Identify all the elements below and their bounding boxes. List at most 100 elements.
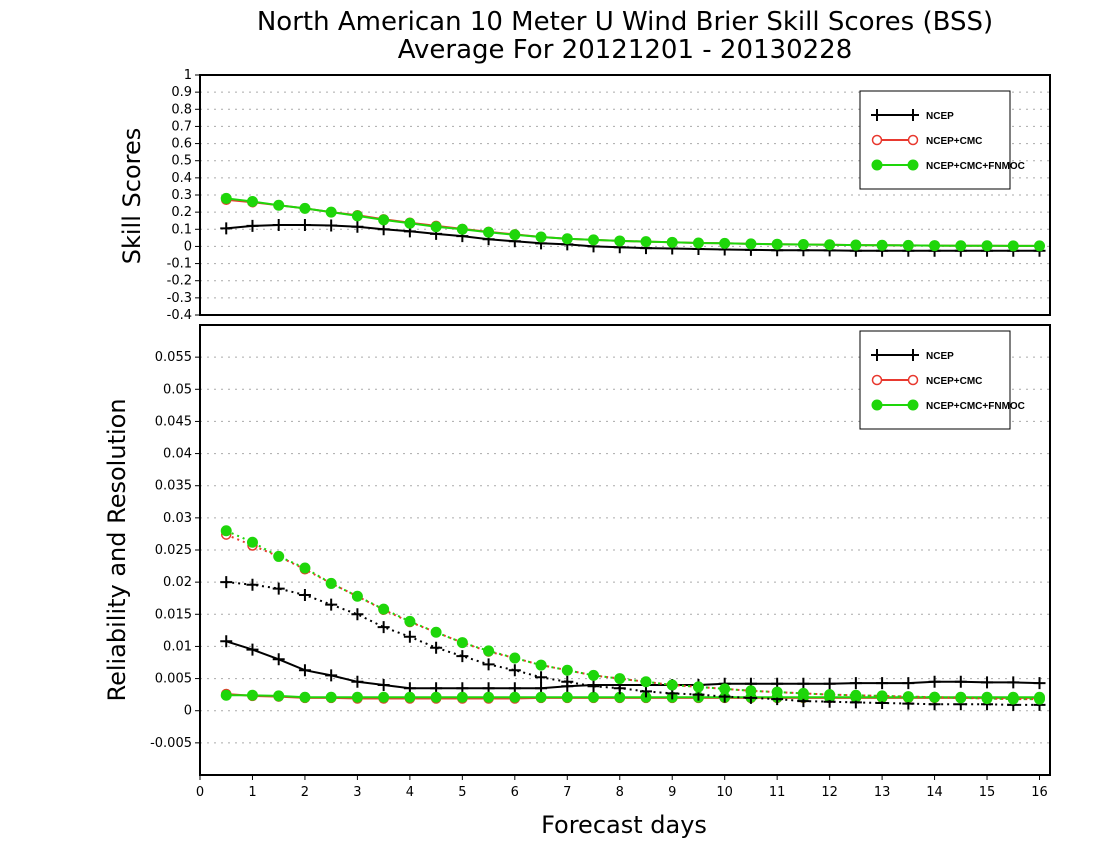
bottom-legend-label: NCEP [926, 351, 954, 362]
top-data-point [325, 206, 337, 218]
bottom-data-point [614, 673, 626, 685]
top-data-point [1007, 240, 1019, 252]
top-data-point [535, 231, 547, 243]
bottom-data-point [377, 621, 390, 634]
top-data-point [404, 217, 416, 229]
bottom-data-point [299, 562, 311, 574]
bottom-x-tick-label: 16 [1031, 785, 1048, 800]
bottom-y-axis-label: Reliability and Resolution [103, 398, 131, 701]
top-data-point [273, 199, 285, 211]
top-y-tick-label: 0 [184, 239, 192, 254]
top-legend-label: NCEP [926, 111, 954, 122]
bottom-data-point [430, 626, 442, 638]
bottom-legend-marker [871, 399, 883, 411]
bottom-data-point [403, 630, 416, 643]
top-data-point [902, 239, 914, 251]
bottom-data-point [509, 691, 521, 703]
bottom-data-point [351, 608, 364, 621]
bottom-data-point [876, 677, 889, 690]
top-y-tick-label: -0.1 [167, 257, 192, 272]
top-y-axis-label: Skill Scores [118, 128, 146, 265]
top-data-point [351, 210, 363, 222]
bottom-data-point [849, 677, 862, 690]
bottom-data-point [587, 680, 600, 693]
bottom-legend: NCEP NCEP+CMC NCEP+CMC+FNMOC [859, 330, 1025, 430]
bottom-data-point [325, 598, 338, 611]
bottom-data-point [824, 689, 836, 701]
bottom-data-point [272, 653, 285, 666]
top-legend-marker [871, 109, 883, 121]
bottom-data-point [929, 691, 941, 703]
bottom-y-tick-label: 0.055 [155, 350, 192, 365]
bottom-data-point [876, 690, 888, 702]
top-data-point [351, 220, 364, 233]
bottom-data-point [561, 675, 574, 688]
bottom-data-point [377, 679, 390, 691]
bottom-data-point [613, 682, 626, 695]
bottom-data-point [430, 691, 442, 703]
top-y-tick-label: -0.4 [167, 308, 192, 323]
bottom-data-point [298, 589, 311, 601]
bottom-y-tick-label: 0.05 [163, 382, 192, 397]
bottom-y-tick-label: 0.03 [163, 511, 192, 526]
bottom-data-point [299, 691, 311, 703]
bottom-data-point [535, 671, 548, 684]
bottom-data-point [298, 664, 311, 677]
bottom-x-tick-label: 7 [563, 785, 571, 800]
bottom-x-tick-label: 4 [406, 785, 414, 800]
bottom-y-tick-label: 0.005 [155, 672, 192, 687]
bottom-data-point [325, 577, 337, 589]
top-y-tick-label: 0.5 [171, 154, 192, 169]
top-data-point [509, 229, 521, 241]
top-y-tick-label: 1 [184, 68, 192, 83]
bottom-x-tick-label: 9 [668, 785, 676, 800]
bottom-x-tick-label: 1 [248, 785, 256, 800]
bottom-data-point [902, 677, 915, 690]
bottom-x-tick-label: 12 [821, 785, 838, 800]
bottom-x-tick-label: 11 [769, 785, 786, 800]
bottom-data-point [483, 645, 495, 657]
bottom-y-tick-label: 0.02 [163, 575, 192, 590]
top-y-tick-label: 0.9 [171, 85, 192, 100]
bottom-data-point [928, 675, 941, 688]
bottom-y-tick-label: 0.045 [155, 414, 192, 429]
bottom-data-point [220, 689, 232, 701]
top-legend: NCEP NCEP+CMC NCEP+CMC+FNMOC [859, 90, 1025, 190]
bottom-data-point [771, 686, 783, 698]
top-series-line-ncep-cmc [226, 198, 1040, 247]
top-data-point [561, 233, 573, 245]
top-data-point [588, 234, 600, 246]
bottom-y-tick-label: 0.025 [155, 543, 192, 558]
bottom-legend-marker [907, 399, 919, 411]
bottom-data-point [483, 691, 495, 703]
bottom-y-tick-label: 0.04 [163, 447, 192, 462]
bottom-data-point [955, 692, 967, 704]
top-data-point [1034, 240, 1046, 252]
bottom-data-point [456, 637, 468, 649]
bottom-data-point [850, 689, 862, 701]
top-y-tick-label: 0.6 [171, 137, 192, 152]
bottom-data-point [719, 683, 731, 695]
bottom-data-point [378, 691, 390, 703]
bottom-data-point [666, 679, 678, 691]
bottom-data-point [588, 669, 600, 681]
bottom-data-point [1034, 693, 1046, 705]
top-y-tick-label: 0.2 [171, 205, 192, 220]
bottom-data-point [273, 690, 285, 702]
bottom-series-line-resolution-fnmoc [225, 529, 1040, 701]
bottom-data-point [639, 685, 652, 698]
top-data-point [850, 239, 862, 251]
bottom-x-tick-label: 8 [616, 785, 624, 800]
x-axis-label: Forecast days [541, 811, 707, 839]
bottom-data-point [797, 687, 809, 699]
bottom-legend-marker [871, 349, 883, 361]
bottom-legend-marker [907, 349, 919, 361]
bottom-data-point [430, 641, 443, 654]
bottom-x-tick-label: 5 [458, 785, 466, 800]
top-data-point [981, 240, 993, 252]
top-data-point [220, 222, 233, 235]
top-data-point [483, 226, 495, 238]
top-data-point [797, 239, 809, 251]
bottom-x-tick-label: 0 [196, 785, 204, 800]
